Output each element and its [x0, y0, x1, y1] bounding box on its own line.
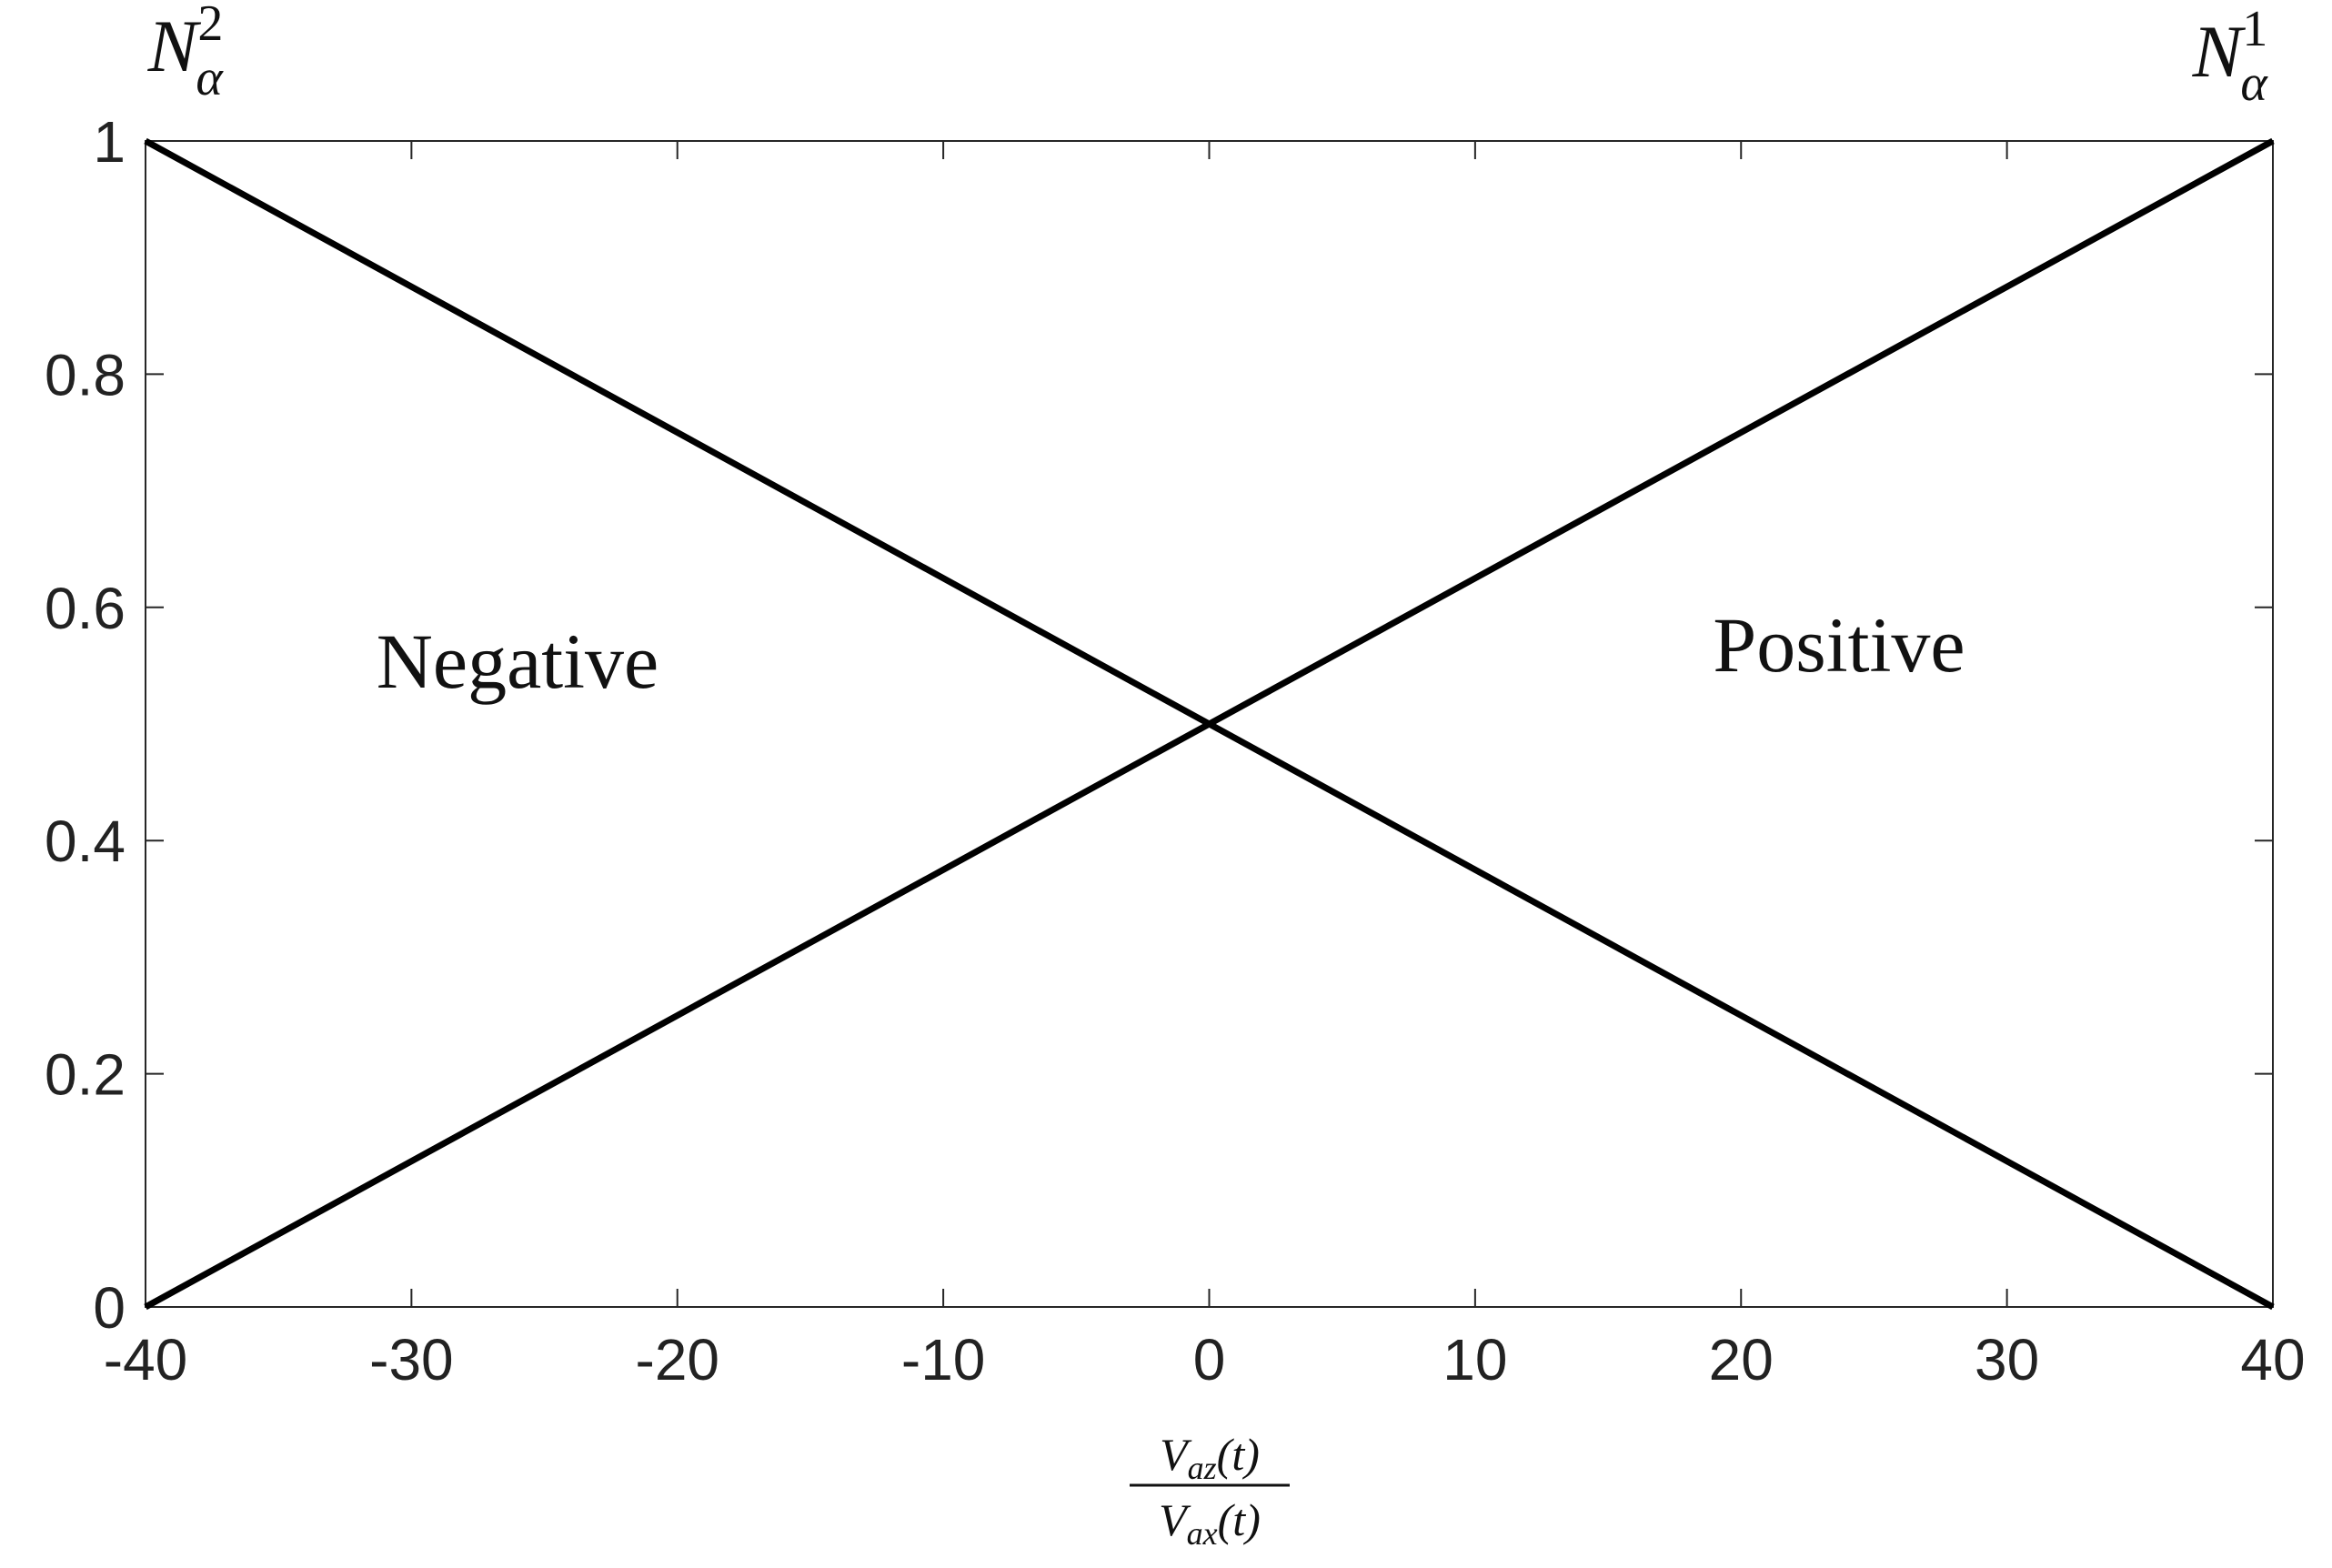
series-label-base: N [147, 5, 202, 87]
series-label-sub: α [196, 50, 224, 106]
x-label-sub: az [1188, 1450, 1217, 1486]
series-label: N1 α [2192, 1, 2269, 112]
y-tick-label: 0.8 [45, 342, 126, 407]
x-label-rest: (t) [1217, 1429, 1260, 1480]
annotation: Negative [377, 618, 658, 705]
series-label-base: N [2192, 10, 2247, 93]
x-tick-label: -30 [369, 1327, 454, 1392]
x-tick-label: -10 [901, 1327, 986, 1392]
x-tick-label: 30 [1975, 1327, 2039, 1392]
y-tick-label: 0.6 [45, 576, 126, 641]
x-label-base: V [1160, 1429, 1192, 1480]
series-label-sup: 1 [2242, 1, 2267, 57]
series-label-sup: 2 [197, 0, 223, 52]
x-label-rest: (t) [1218, 1494, 1261, 1545]
y-tick-label: 1 [93, 109, 126, 175]
x-tick-label: -20 [636, 1327, 720, 1392]
y-tick-label: 0 [93, 1275, 126, 1341]
x-axis-label-denominator: Vax(t) [1159, 1494, 1261, 1552]
x-label-base: V [1159, 1494, 1191, 1545]
x-axis-label-numerator: Vaz(t) [1160, 1429, 1260, 1486]
y-tick-label: 0.4 [45, 809, 126, 874]
x-label-sub: ax [1187, 1515, 1218, 1552]
y-tick-label: 0.2 [45, 1042, 126, 1108]
x-tick-label: -40 [104, 1327, 188, 1392]
series-line [144, 137, 2275, 1311]
x-tick-label: 20 [1709, 1327, 1774, 1392]
series-label-sub: α [2240, 55, 2268, 112]
x-tick-label: 0 [1193, 1327, 1226, 1392]
x-tick-label: 10 [1442, 1327, 1507, 1392]
annotation: Positive [1713, 601, 1965, 689]
series-label: N2 α [147, 0, 225, 106]
x-tick-label: 40 [2240, 1327, 2305, 1392]
